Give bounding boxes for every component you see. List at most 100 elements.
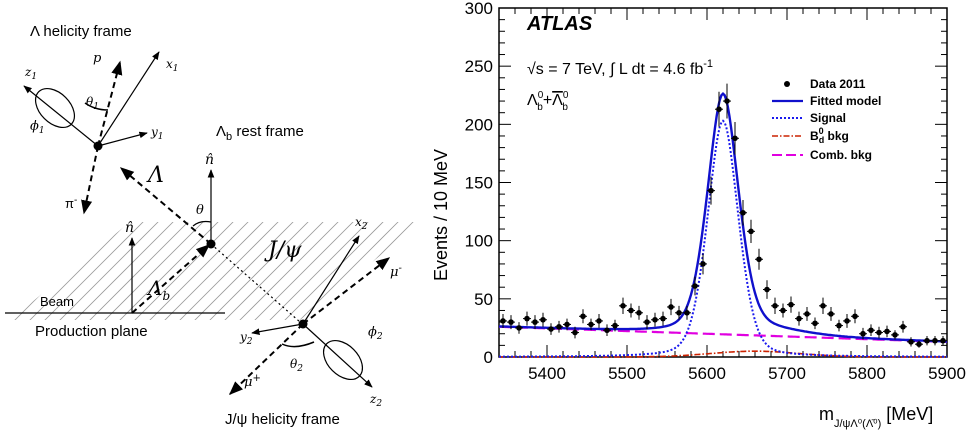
data-point bbox=[532, 319, 538, 325]
data-point bbox=[820, 303, 826, 309]
phi2-rotation-ellipse bbox=[322, 339, 364, 381]
jpsi-label: J/ψ bbox=[264, 238, 302, 263]
data-point bbox=[812, 320, 818, 327]
legend-data-marker bbox=[784, 81, 790, 87]
data-point bbox=[844, 318, 850, 324]
y2-label: y2 bbox=[239, 330, 253, 347]
data-point bbox=[884, 328, 890, 335]
legend-signal-label: Signal bbox=[810, 111, 846, 125]
pi-minus-label: π- bbox=[65, 195, 77, 211]
data-point bbox=[620, 303, 626, 309]
data-point bbox=[668, 304, 674, 310]
lambda-b-rest-frame-label: Λb rest frame bbox=[216, 123, 304, 143]
mu-minus-label: μ- bbox=[390, 263, 402, 280]
legend-comb-label: Comb. bkg bbox=[810, 148, 872, 162]
y-tick-label: 150 bbox=[465, 174, 493, 193]
x-tick-label: 5700 bbox=[768, 364, 806, 383]
z2-axis bbox=[302, 323, 373, 388]
data-point bbox=[828, 311, 834, 317]
lambda-b-flight-line bbox=[131, 244, 211, 314]
y-tick-label: 250 bbox=[465, 57, 493, 76]
mu-plus-label: μ+ bbox=[244, 373, 261, 390]
data-point bbox=[764, 286, 770, 293]
data-point bbox=[748, 228, 754, 235]
data-points bbox=[499, 83, 947, 348]
data-point bbox=[916, 341, 922, 348]
x-tick-label: 5500 bbox=[608, 364, 646, 383]
data-point bbox=[516, 325, 522, 331]
data-point bbox=[508, 319, 514, 325]
y-tick-label: 100 bbox=[465, 232, 493, 251]
legend: Data 2011 Fitted model Signal B0 d bkg Co… bbox=[772, 77, 881, 162]
x-tick-label: 5400 bbox=[528, 364, 566, 383]
x-axis-label: mJ/ψΛ⁰(Λ̄⁰) [MeV] bbox=[819, 404, 933, 430]
data-point bbox=[700, 261, 706, 267]
data-point bbox=[908, 339, 914, 345]
legend-fit-label: Fitted model bbox=[810, 94, 881, 108]
theta1-label: θ1 bbox=[86, 95, 99, 112]
data-point bbox=[564, 321, 570, 328]
theta-label: θ bbox=[196, 203, 204, 218]
data-point bbox=[836, 322, 842, 329]
y2-axis bbox=[251, 323, 304, 335]
data-point bbox=[524, 315, 530, 322]
x1-axis bbox=[97, 51, 160, 147]
data-point bbox=[604, 327, 610, 334]
data-point bbox=[548, 326, 554, 332]
y-axis-label: Events / 10 MeV bbox=[431, 149, 451, 281]
bd-bkg-curve bbox=[499, 350, 947, 358]
data-point bbox=[660, 315, 666, 322]
fitted-model-curve bbox=[499, 92, 947, 343]
x-tick-label: 5900 bbox=[928, 364, 966, 383]
data-point bbox=[628, 307, 634, 314]
legend-bd-label: B0 d bkg bbox=[810, 126, 849, 145]
data-point bbox=[876, 329, 882, 336]
data-point bbox=[852, 313, 858, 320]
x2-label: x2 bbox=[355, 215, 368, 232]
data-point bbox=[796, 315, 802, 322]
lambda-b-label: Λb bbox=[146, 276, 170, 303]
data-point bbox=[804, 311, 810, 317]
data-point bbox=[780, 307, 786, 314]
p-label: p bbox=[93, 51, 102, 66]
phi2-label: ϕ2 bbox=[368, 325, 383, 342]
signal-curve bbox=[499, 119, 947, 358]
data-point bbox=[556, 323, 562, 330]
y-tick-label: 300 bbox=[465, 0, 493, 18]
data-point bbox=[580, 313, 586, 320]
x-tick-label: 5800 bbox=[848, 364, 886, 383]
legend-data-label: Data 2011 bbox=[810, 77, 866, 91]
y-tick-label: 0 bbox=[484, 348, 493, 367]
x2-axis bbox=[302, 235, 360, 325]
y-axis: 0 50 100 150 200 250 300 bbox=[465, 0, 947, 367]
x-axis: 5400 5500 5600 5700 5800 5900 bbox=[498, 8, 966, 383]
data-point bbox=[932, 337, 938, 344]
data-point bbox=[676, 309, 682, 316]
data-point bbox=[924, 337, 930, 344]
data-point bbox=[788, 301, 794, 308]
y1-label: y1 bbox=[150, 125, 164, 142]
theta-arc bbox=[192, 220, 212, 227]
data-point bbox=[612, 322, 618, 329]
production-plane-label: Production plane bbox=[35, 323, 148, 340]
rest-frame-normal-label: n̂ bbox=[205, 152, 214, 168]
x1-label: x1 bbox=[166, 57, 179, 74]
y1-axis bbox=[97, 131, 148, 147]
data-point bbox=[724, 98, 730, 104]
lambda-label: Λ bbox=[146, 163, 164, 188]
lambda-helicity-frame-title: Λ helicity frame bbox=[30, 23, 132, 40]
mu-plus-direction-line bbox=[228, 323, 304, 395]
theta1-arc bbox=[84, 102, 109, 111]
data-point bbox=[500, 318, 506, 324]
data-point bbox=[900, 323, 906, 330]
z2-label: z2 bbox=[369, 392, 382, 409]
data-point bbox=[684, 309, 690, 316]
energy-lumi-label: √s = 7 TeV, ∫ L dt = 4.6 fb-1 bbox=[527, 58, 713, 78]
data-point bbox=[772, 303, 778, 309]
data-point bbox=[644, 319, 650, 325]
jpsi-helicity-frame-title: J/ψ helicity frame bbox=[225, 411, 340, 428]
z1-label: z1 bbox=[24, 65, 37, 82]
data-point bbox=[868, 327, 874, 334]
data-point bbox=[708, 187, 714, 194]
data-point bbox=[740, 209, 746, 216]
